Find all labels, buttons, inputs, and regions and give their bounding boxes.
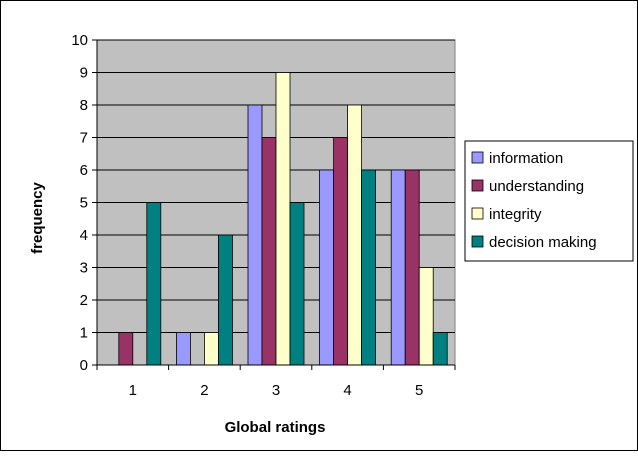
legend-label-integrity: integrity xyxy=(489,206,542,223)
bar-decision-making-3 xyxy=(289,202,305,366)
y-tick-label: 9 xyxy=(80,65,88,82)
y-tick-label: 6 xyxy=(80,162,88,179)
bar-information-3 xyxy=(247,104,263,366)
legend-swatch-understanding xyxy=(471,179,484,192)
y-tick-label: 1 xyxy=(80,325,88,342)
bar-decision-making-5 xyxy=(432,332,448,366)
y-tick-label: 2 xyxy=(80,292,88,309)
legend-box xyxy=(464,140,634,262)
y-axis-title: frequency xyxy=(29,182,46,254)
legend-label-decision-making: decision making xyxy=(489,234,597,251)
y-tick-label: 0 xyxy=(80,357,88,374)
bar-understanding-5 xyxy=(404,169,420,366)
legend-swatch-decision-making xyxy=(471,235,484,248)
y-tick-label: 3 xyxy=(80,260,88,277)
bar-information-4 xyxy=(319,169,335,366)
bar-integrity-5 xyxy=(418,267,434,366)
bar-decision-making-1 xyxy=(146,202,162,366)
legend: information understanding integrity decisio… xyxy=(464,140,634,262)
y-tick-label: 8 xyxy=(80,97,88,114)
bar-integrity-4 xyxy=(347,104,363,366)
legend-swatch-integrity xyxy=(471,207,484,220)
bar-understanding-3 xyxy=(261,137,277,366)
y-tick-label: 7 xyxy=(80,130,88,147)
x-tick-label: 5 xyxy=(415,382,423,399)
bar-information-5 xyxy=(390,169,406,366)
x-tick-label: 1 xyxy=(129,382,137,399)
y-tick-label: 4 xyxy=(80,227,88,244)
bar-information-2 xyxy=(175,332,191,366)
bar-integrity-3 xyxy=(275,72,291,366)
legend-swatch-information xyxy=(471,151,484,164)
x-tick-label: 3 xyxy=(272,382,280,399)
bar-integrity-2 xyxy=(203,332,219,366)
y-tick-label: 5 xyxy=(80,195,88,212)
x-axis-title: Global ratings xyxy=(225,419,326,436)
bar-understanding-4 xyxy=(333,137,349,366)
legend-label-understanding: understanding xyxy=(489,178,584,195)
y-tick-label: 10 xyxy=(71,32,88,49)
bar-understanding-1 xyxy=(118,332,134,366)
bar-decision-making-2 xyxy=(217,234,233,366)
x-tick-label: 4 xyxy=(343,382,351,399)
x-tick-label: 2 xyxy=(200,382,208,399)
bar-decision-making-4 xyxy=(361,169,377,366)
legend-label-information: information xyxy=(489,150,563,167)
